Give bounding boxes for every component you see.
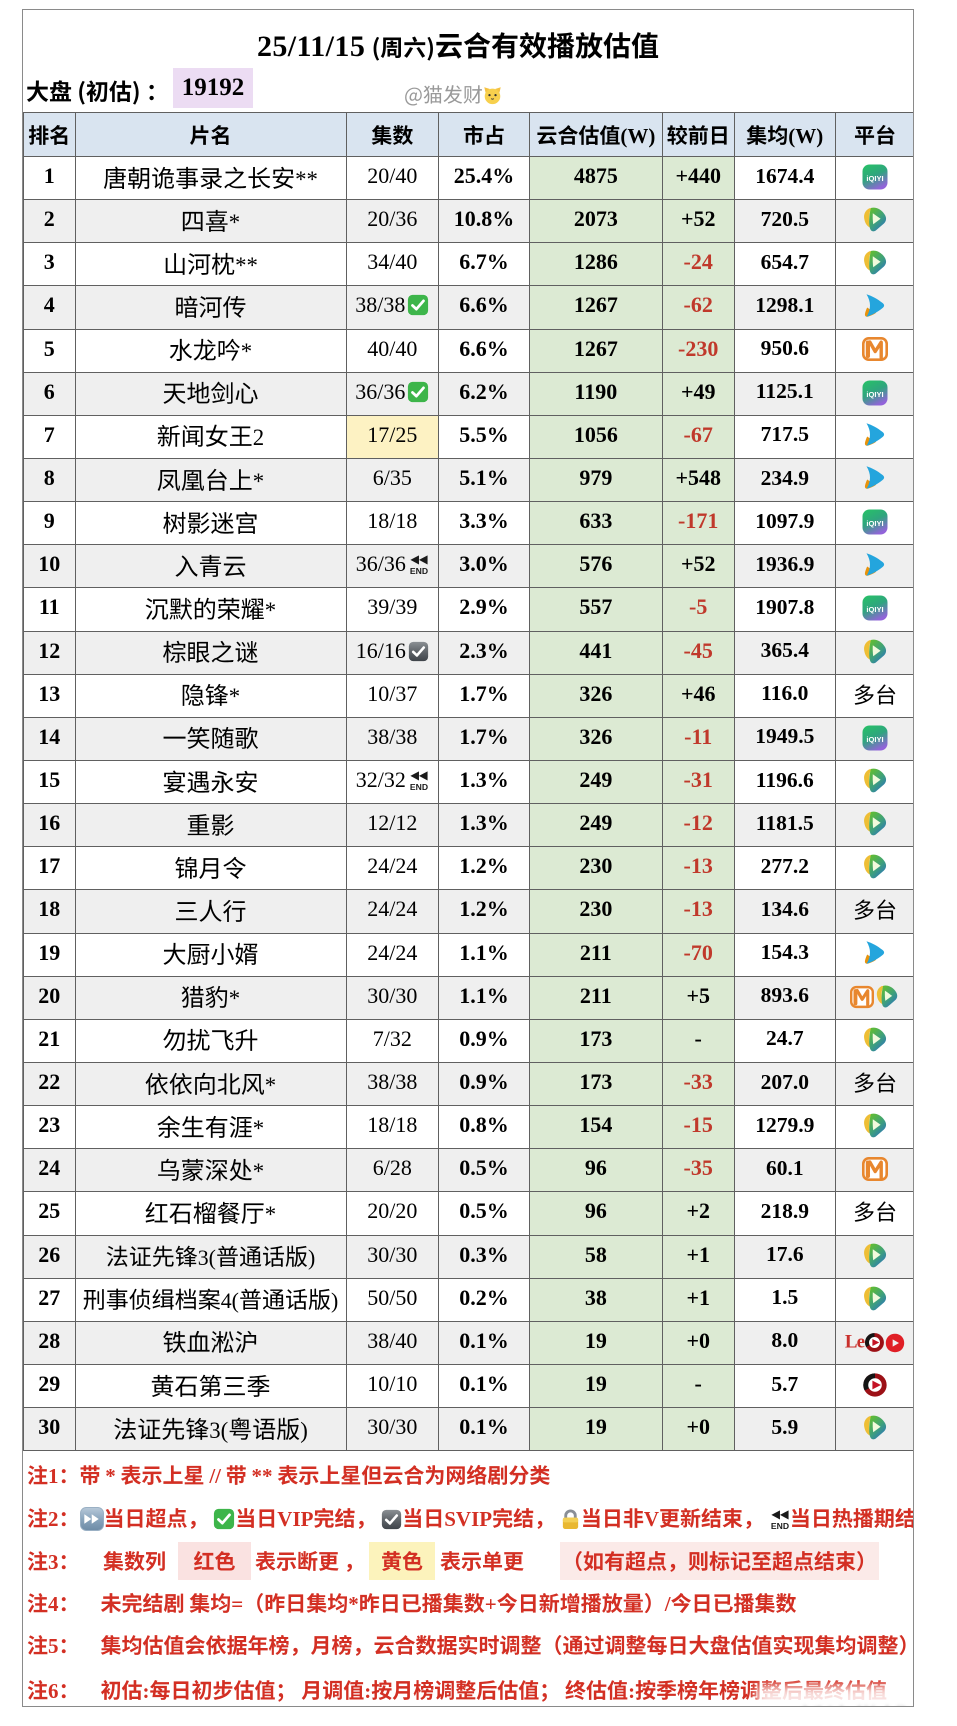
svg-text:END: END: [410, 566, 428, 576]
svg-text:iQIYI: iQIYI: [866, 174, 883, 183]
svg-text:iQIYI: iQIYI: [866, 390, 883, 399]
svg-text:iQIYI: iQIYI: [866, 735, 883, 744]
svg-text:iQIYI: iQIYI: [866, 605, 883, 614]
svg-text:END: END: [771, 1521, 789, 1531]
svg-text:iQIYI: iQIYI: [866, 519, 883, 528]
svg-text:END: END: [410, 782, 428, 792]
